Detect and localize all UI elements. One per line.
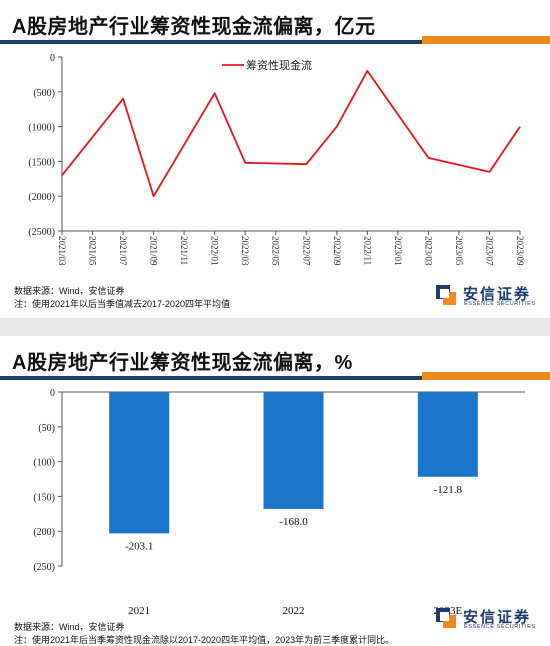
y-tick-label: (150) [33, 492, 55, 503]
y-tick-label: (100) [33, 458, 55, 469]
legend-label: 筹资性现金流 [246, 58, 312, 72]
y-tick-label: (2500) [28, 227, 55, 238]
x-tick-label: 2022/07 [301, 236, 311, 266]
x-tick-label: 2023/01 [393, 236, 403, 266]
footnote: 注：使用2021年以后当季值减去2017-2020四年平均值 [14, 299, 231, 309]
x-tick-label: 2021/03 [57, 236, 67, 266]
y-tick-label: (50) [38, 423, 55, 434]
y-tick-label: (250) [33, 562, 55, 573]
logo-text: 安信证券 [463, 286, 532, 303]
logo-mark-icon [436, 608, 456, 628]
brand-logo: 安信证券 ESSENCE SECURITIES [436, 606, 546, 634]
x-tick-label: 2021/09 [149, 236, 159, 266]
x-tick-label: 2022/11 [362, 236, 372, 265]
logo-subtext: ESSENCE SECURITIES [464, 624, 536, 630]
chart-title: A股房地产行业筹资性现金流偏离，% [12, 352, 353, 374]
title-rule-orange [422, 36, 550, 44]
y-tick-label: (200) [33, 527, 55, 538]
x-tick-label: 2022/01 [210, 236, 220, 266]
data-label: -121.8 [434, 484, 463, 496]
logo-subtext: ESSENCE SECURITIES [464, 301, 536, 307]
data-label: -203.1 [125, 540, 153, 552]
line-chart-panel: A股房地产行业筹资性现金流偏离，亿元 0 (500) (1000) (1500) (20… [0, 0, 550, 318]
series-line [61, 70, 521, 198]
data-label: -168.0 [279, 516, 308, 528]
x-tick-label: 2022/03 [240, 236, 250, 266]
x-tick-label: 2021/07 [118, 236, 128, 266]
bar [417, 392, 478, 477]
line-chart: 0 (500) (1000) (1500) (2000) (2500)2021/03 202… [28, 53, 525, 266]
y-tick-label: (1500) [28, 157, 55, 168]
x-tick-label: 2021/11 [179, 236, 189, 265]
x-tick-label: 2022 [283, 605, 305, 617]
logo-mark-icon [436, 285, 456, 305]
x-tick-label: 2021/05 [88, 236, 98, 266]
y-tick-label: 0 [50, 53, 55, 64]
footnote: 注：使用2021年后当季筹资性现金流除以2017-2020四年平均值，2023年… [14, 635, 395, 645]
y-tick-label: 0 [50, 388, 55, 399]
title-rule-orange [422, 372, 550, 380]
bar-chart: 0 (50) (100) (150) (200) (250) -203.1 2021 -168.… [33, 388, 525, 617]
panel-divider [0, 318, 550, 336]
y-tick-label: (500) [33, 88, 55, 99]
x-tick-label: 2023/03 [423, 236, 433, 266]
title-rule-navy [0, 376, 422, 380]
x-tick-label: 2023/07 [484, 236, 494, 266]
x-tick-label: 2023/09 [515, 236, 525, 266]
title-rule-navy [0, 40, 422, 44]
x-tick-label: 2021 [128, 605, 150, 617]
chart-title: A股房地产行业筹资性现金流偏离，亿元 [12, 16, 376, 38]
y-tick-label: (2000) [28, 192, 55, 203]
source-note: 数据来源：Wind，安信证券 [14, 622, 125, 632]
x-tick-label: 2023/05 [454, 236, 464, 266]
logo-text: 安信证券 [463, 609, 532, 626]
bar-chart-panel: A股房地产行业筹资性现金流偏离，% 0 (50) (100) (150) (200) (2… [0, 336, 550, 645]
y-tick-label: (1000) [28, 123, 55, 134]
bar [109, 392, 170, 534]
x-tick-label: 2022/05 [271, 236, 281, 266]
bar [263, 392, 324, 509]
brand-logo: 安信证券 ESSENCE SECURITIES [436, 283, 546, 311]
source-note: 数据来源：Wind，安信证券 [14, 286, 125, 296]
x-tick-label: 2022/09 [332, 236, 342, 266]
